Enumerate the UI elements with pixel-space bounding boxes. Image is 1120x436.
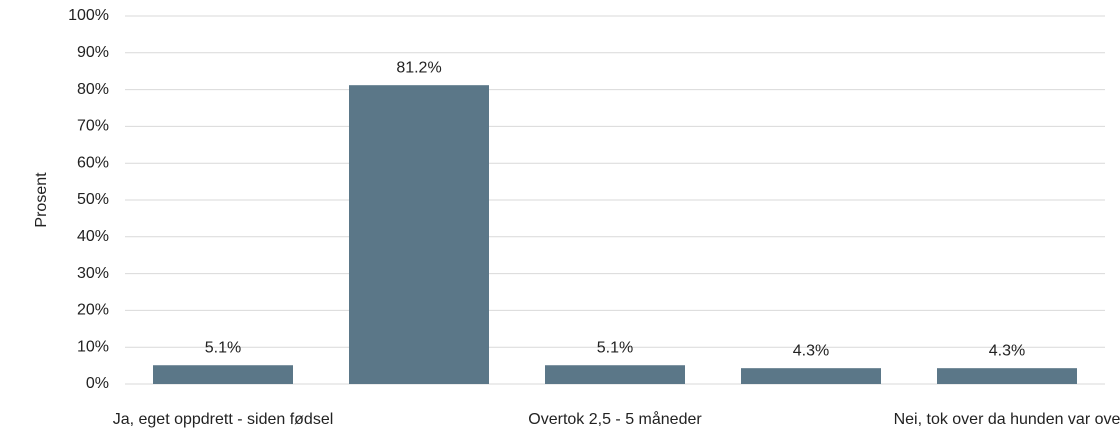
y-tick-label: 50% bbox=[77, 191, 109, 208]
bar bbox=[937, 368, 1077, 384]
x-tick-label: Overtok 2,5 - 5 måneder bbox=[528, 410, 702, 428]
y-tick-label: 90% bbox=[77, 44, 109, 61]
bar bbox=[349, 85, 489, 385]
y-tick-label: 80% bbox=[77, 81, 109, 98]
bar bbox=[545, 365, 685, 384]
y-tick-label: 40% bbox=[77, 228, 109, 245]
bar bbox=[741, 368, 881, 384]
data-label: 81.2% bbox=[396, 59, 441, 76]
x-tick-label: Nei, tok over da hunden var ove bbox=[894, 411, 1120, 428]
x-tick-label: Ja, eget oppdrett - siden fødsel bbox=[113, 411, 334, 428]
bar bbox=[153, 365, 293, 384]
y-tick-label: 100% bbox=[68, 7, 109, 24]
y-tick-label: 10% bbox=[77, 338, 109, 355]
data-label: 5.1% bbox=[205, 339, 241, 356]
y-tick-label: 30% bbox=[77, 265, 109, 282]
data-label: 5.1% bbox=[597, 339, 633, 356]
y-tick-label: 20% bbox=[77, 302, 109, 319]
y-tick-label: 60% bbox=[77, 154, 109, 171]
y-axis-title: Prosent bbox=[33, 172, 50, 228]
data-label: 4.3% bbox=[989, 342, 1025, 359]
y-tick-label: 0% bbox=[86, 375, 109, 392]
y-tick-label: 70% bbox=[77, 118, 109, 135]
data-label: 4.3% bbox=[793, 342, 829, 359]
